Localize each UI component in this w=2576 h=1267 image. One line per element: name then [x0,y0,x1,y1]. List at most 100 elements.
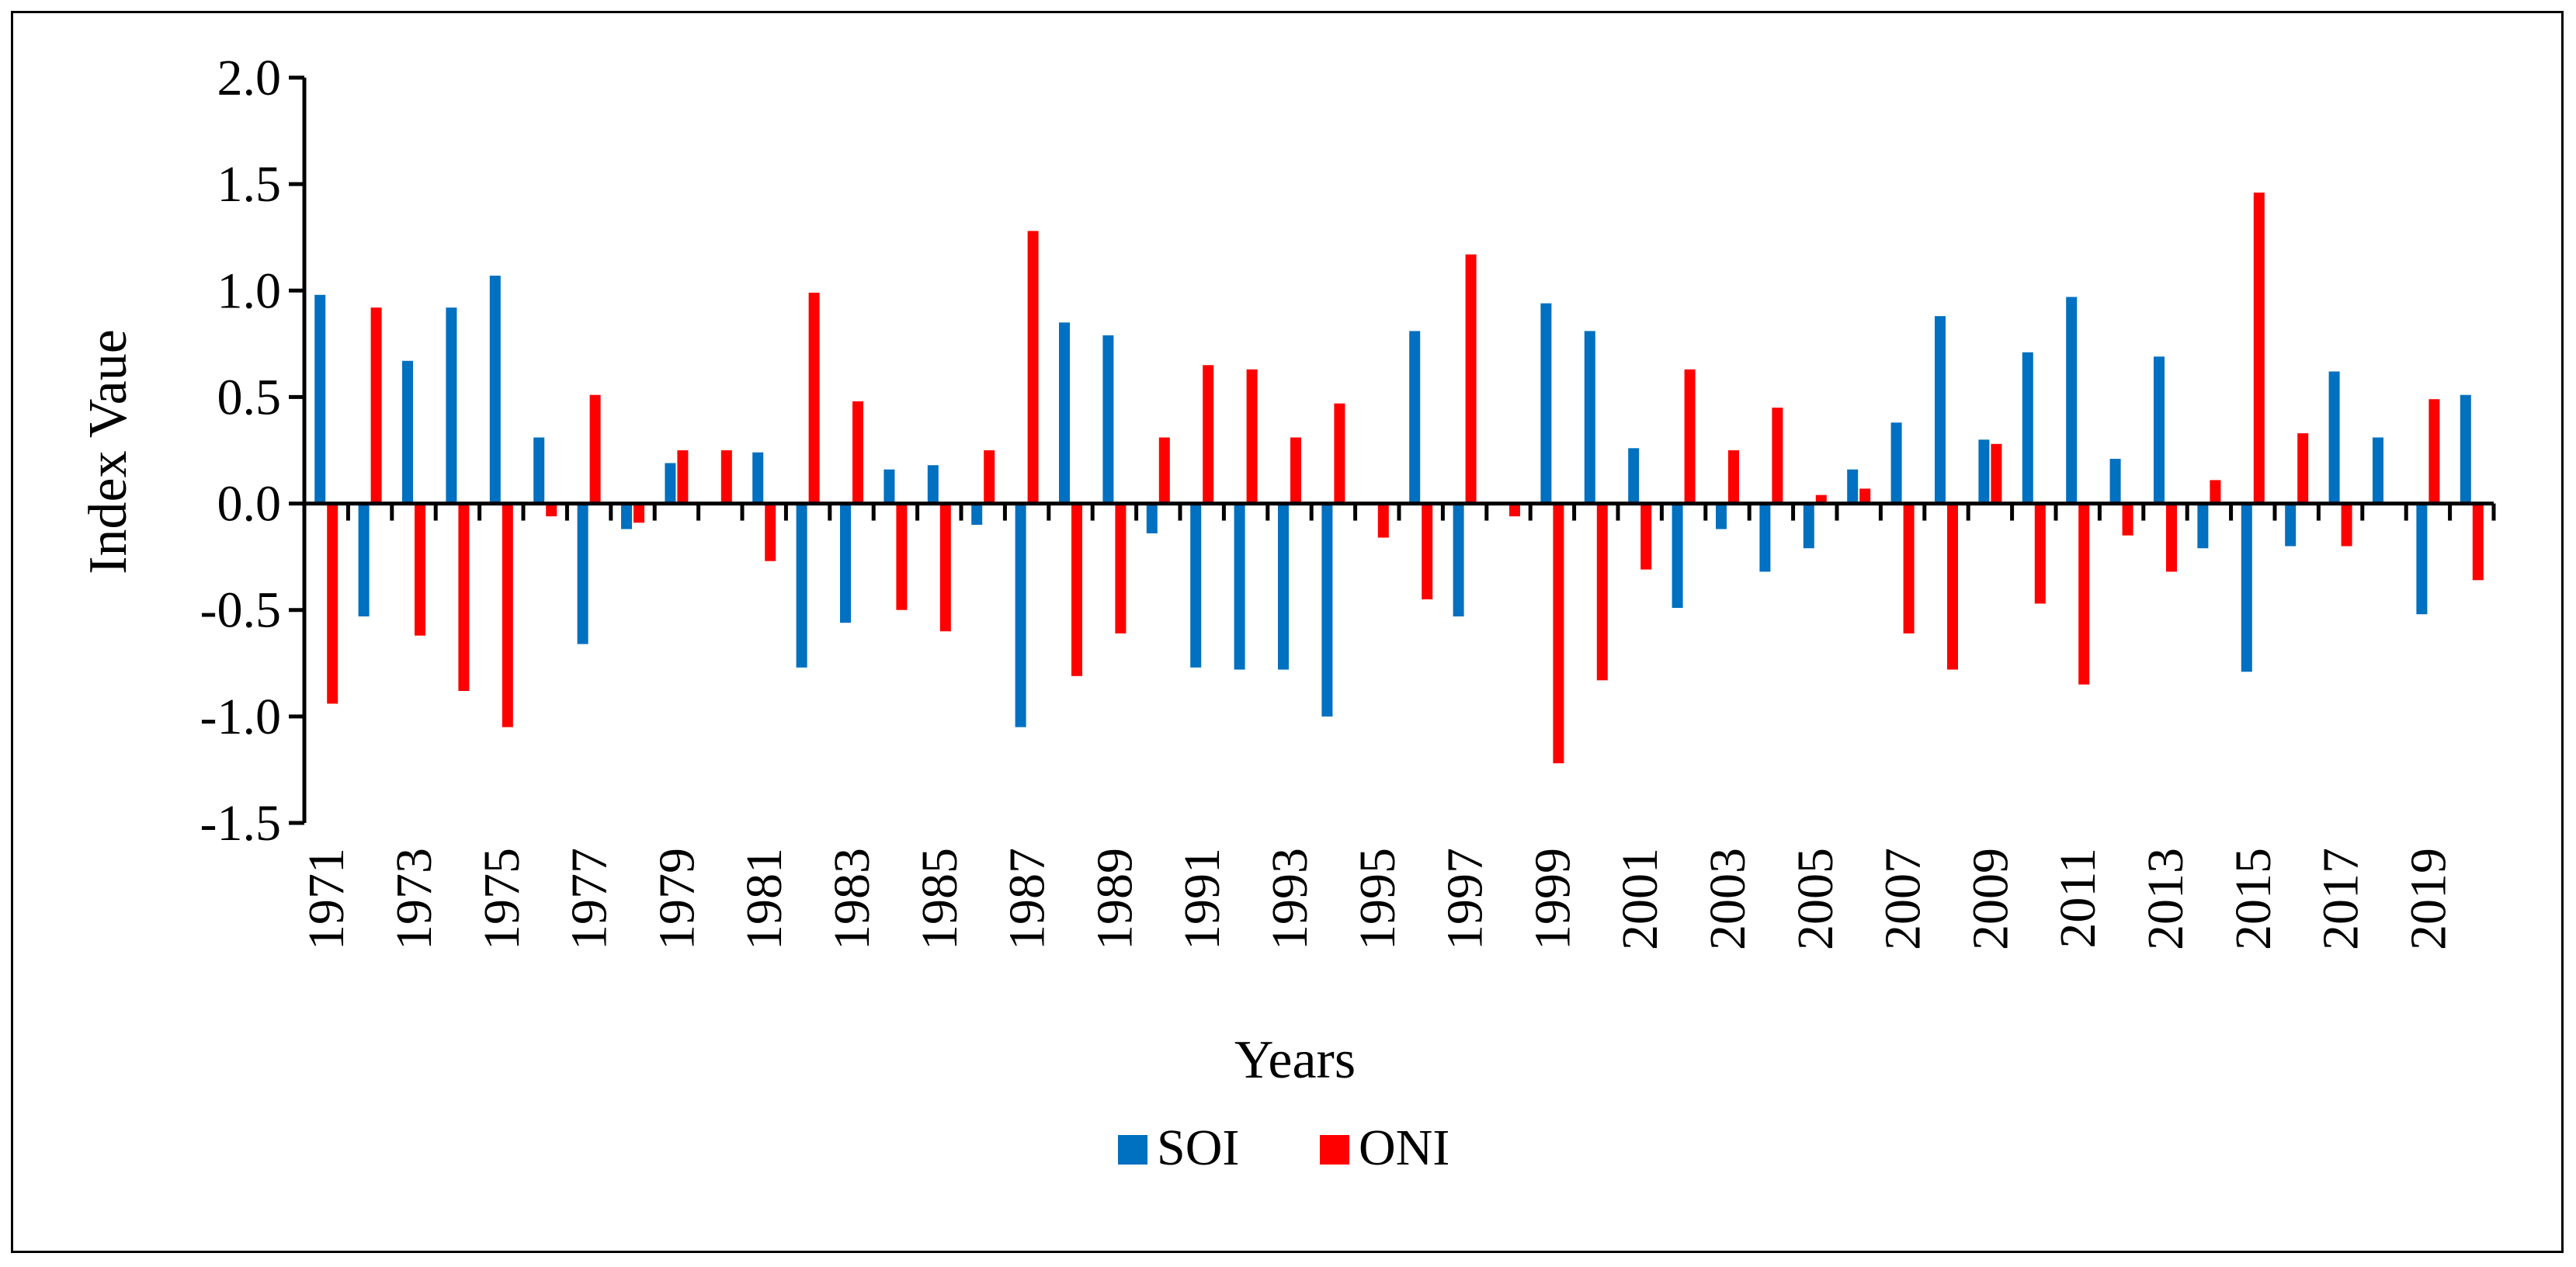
bar-soi-1988 [1059,322,1070,504]
bar-oni-1996 [1422,503,1433,599]
bar-soi-1986 [971,503,983,525]
x-tick-label: 1993 [1262,848,1318,950]
bar-soi-2015 [2241,503,2252,672]
bar-oni-2005 [1815,495,1827,504]
bar-oni-2013 [2166,503,2177,572]
bar-soi-1977 [577,503,588,644]
bar-soi-1976 [533,437,545,504]
bar-soi-1984 [884,469,895,504]
bar-oni-1998 [1509,503,1520,517]
legend-swatch-oni [1320,1135,1349,1165]
y-tick-label: -1.5 [200,795,281,852]
bar-oni-1971 [327,503,338,704]
bar-soi-2000 [1584,331,1595,504]
bar-oni-1993 [1290,437,1301,504]
y-tick-label: -1.0 [200,689,281,745]
bar-soi-1981 [752,452,764,504]
bar-soi-1973 [402,360,413,504]
bar-oni-1985 [939,503,951,632]
bar-oni-1976 [546,503,557,517]
x-tick-label: 1997 [1437,848,1494,950]
bar-soi-2012 [2109,459,2121,504]
legend: SOI ONI [1118,1119,1449,1176]
bar-oni-1991 [1203,365,1214,504]
bar-soi-2014 [2197,503,2209,549]
bar-soi-2008 [1935,316,1946,504]
x-tick-label: 2007 [1875,848,1932,950]
bar-oni-2004 [1772,408,1783,504]
bar-soi-1996 [1409,331,1421,504]
bar-oni-1987 [1027,231,1039,504]
y-tick-label: 1.0 [217,262,282,319]
x-tick-label: 1975 [474,848,530,950]
y-tick-label: 1.5 [217,156,282,213]
bar-soi-2017 [2328,371,2340,504]
bar-oni-2002 [1684,369,1696,504]
y-axis-title: Index Vaue [78,329,138,574]
bar-soi-2009 [1978,439,1990,504]
bar-oni-2011 [2078,503,2090,685]
bar-soi-2013 [2154,356,2165,504]
y-tick-label: 2.0 [217,50,282,106]
bar-soi-1983 [840,503,851,623]
bar-soi-1999 [1540,303,1552,504]
bar-oni-1997 [1465,254,1477,504]
bar-soi-1985 [927,465,939,504]
bar-oni-2006 [1859,488,1871,504]
bar-soi-1974 [446,307,457,504]
axes-group [302,78,2494,823]
bar-oni-1989 [1115,503,1127,634]
bar-oni-2015 [2253,193,2265,504]
bar-oni-2000 [1596,503,1608,681]
bar-soi-2003 [1716,503,1727,529]
bar-soi-1989 [1102,335,1114,504]
bar-oni-1973 [415,503,425,636]
x-axis-title: Years [1234,1030,1356,1090]
bar-oni-2020 [2472,503,2484,581]
bar-soi-2002 [1672,503,1683,608]
y-tick-label: -0.5 [200,582,281,639]
x-tick-label: 1983 [824,848,880,950]
bar-soi-2007 [1890,422,1902,504]
bar-soi-1978 [621,503,632,529]
y-tick-label: 0.5 [217,369,282,425]
x-tick-label: 1971 [298,848,355,950]
bar-oni-1992 [1246,369,1258,504]
bar-soi-2010 [2022,352,2033,504]
bar-oni-1981 [765,503,776,561]
bar-soi-1971 [314,294,326,504]
bar-oni-2010 [2034,503,2046,604]
bar-oni-1975 [502,503,513,727]
bar-soi-1982 [796,503,807,668]
x-tick-label: 2011 [2050,848,2106,949]
x-tick-label: 1973 [386,848,443,950]
bar-oni-1983 [852,401,863,504]
bar-oni-2016 [2297,433,2309,504]
bar-soi-2020 [2460,394,2471,504]
legend-label-soi: SOI [1157,1119,1239,1176]
x-tick-label: 2001 [1612,848,1668,950]
bar-soi-2005 [1803,503,1814,549]
bar-oni-1972 [370,307,382,504]
x-tick-label: 1987 [999,848,1056,950]
bar-soi-1979 [665,463,676,504]
legend-swatch-soi [1118,1135,1147,1165]
bar-oni-2008 [1947,503,1958,670]
bar-oni-2009 [1991,443,2002,504]
bar-soi-2004 [1759,503,1771,572]
bar-oni-1990 [1158,437,1170,504]
bar-soi-1991 [1190,503,1202,668]
ticks-group: 2.0 1.5 1.0 0.5 0.0 -0.5 -1.0 -1.5 1971 1973 1975 1… [200,50,2496,950]
bar-oni-2007 [1903,503,1915,634]
bar-oni-1984 [896,503,908,610]
bar-oni-2017 [2341,503,2352,547]
bar-oni-2019 [2428,399,2440,504]
bar-soi-2006 [1847,469,1859,504]
bars-group [314,193,2484,764]
bar-oni-2014 [2210,480,2221,504]
bar-soi-1993 [1278,503,1289,670]
x-tick-label: 2013 [2137,848,2194,950]
x-tick-label: 1979 [648,848,705,950]
bar-oni-2003 [1728,450,1739,504]
